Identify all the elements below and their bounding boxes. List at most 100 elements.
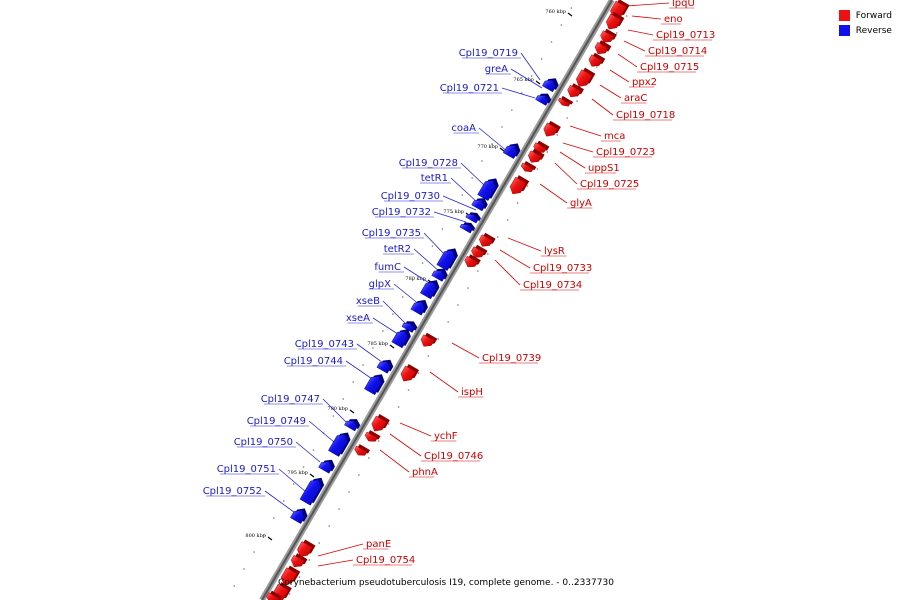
forward-gene[interactable]: [527, 150, 542, 163]
reverse-gene-label[interactable]: coaA: [451, 123, 476, 134]
forward-gene-label[interactable]: Cpl19_0754: [356, 555, 415, 566]
forward-gene[interactable]: [280, 567, 298, 585]
forward-gene-label[interactable]: Cpl19_0715: [640, 62, 699, 73]
forward-gene-label[interactable]: lpqU: [672, 0, 695, 9]
reverse-gene-label[interactable]: Cpl19_0719: [459, 48, 518, 59]
reverse-gene-label[interactable]: Cpl19_0747: [261, 394, 320, 405]
reverse-gene-label[interactable]: Cpl19_0730: [381, 191, 440, 202]
reverse-gene-label[interactable]: Cpl19_0721: [440, 83, 499, 94]
forward-gene-label[interactable]: glyA: [570, 198, 592, 209]
forward-gene[interactable]: [588, 54, 603, 67]
forward-gene-label[interactable]: panE: [366, 539, 391, 550]
reverse-gene[interactable]: [410, 301, 426, 316]
forward-gene-label[interactable]: mca: [604, 131, 625, 142]
forward-gene[interactable]: [509, 176, 527, 195]
forward-gene-label[interactable]: Cpl19_0714: [648, 46, 707, 57]
forward-gene-label[interactable]: phnA: [412, 467, 438, 478]
reverse-gene[interactable]: [391, 330, 408, 349]
forward-gene[interactable]: [290, 554, 305, 568]
reverse-gene[interactable]: [502, 145, 518, 160]
reverse-gene-label[interactable]: Cpl19_0735: [362, 228, 421, 239]
reverse-gene[interactable]: [477, 180, 496, 201]
forward-gene-label[interactable]: ppx2: [632, 77, 657, 88]
kbp-tick-label: 775 kbp: [443, 209, 464, 215]
reverse-gene-label[interactable]: fumC: [374, 262, 401, 273]
forward-gene-label[interactable]: Cpl19_0733: [533, 263, 592, 274]
reverse-gene[interactable]: [328, 434, 348, 457]
forward-gene[interactable]: [266, 592, 280, 600]
reverse-gene-label[interactable]: Cpl19_0744: [284, 356, 343, 367]
forward-gene[interactable]: [567, 84, 582, 98]
forward-gene[interactable]: [605, 13, 622, 30]
reverse-gene[interactable]: [436, 250, 456, 271]
forward-gene-label[interactable]: Cpl19_0725: [580, 179, 639, 190]
forward-gene-leader: [569, 125, 602, 137]
reverse-gene[interactable]: [401, 322, 415, 333]
reverse-gene[interactable]: [376, 361, 391, 374]
reverse-gene[interactable]: [364, 375, 382, 396]
forward-gene[interactable]: [464, 255, 478, 268]
reverse-gene-label[interactable]: Cpl19_0751: [217, 464, 276, 475]
forward-gene[interactable]: [364, 431, 378, 442]
reverse-gene-label[interactable]: xseB: [356, 296, 380, 307]
reverse-gene[interactable]: [471, 199, 485, 212]
reverse-gene[interactable]: [318, 461, 333, 474]
forward-gene-label[interactable]: araC: [624, 93, 647, 104]
reverse-gene[interactable]: [431, 270, 445, 282]
reverse-gene-label[interactable]: Cpl19_0749: [247, 416, 306, 427]
forward-gene[interactable]: [520, 162, 534, 173]
reverse-gene-label[interactable]: glpX: [369, 279, 391, 290]
forward-gene-label[interactable]: Cpl19_0713: [656, 30, 715, 41]
forward-gene[interactable]: [557, 97, 571, 107]
forward-gene-label[interactable]: Cpl19_0723: [596, 147, 655, 158]
reverse-gene[interactable]: [465, 213, 479, 224]
forward-gene[interactable]: [400, 365, 417, 382]
forward-gene[interactable]: [420, 334, 435, 347]
scale-dot: [233, 585, 235, 587]
reverse-gene-label[interactable]: Cpl19_0752: [203, 486, 262, 497]
reverse-gene-label[interactable]: Cpl19_0743: [295, 339, 354, 350]
forward-gene-label[interactable]: ychF: [434, 431, 458, 442]
forward-gene[interactable]: [471, 246, 485, 258]
forward-gene-label[interactable]: Cpl19_0739: [482, 353, 541, 364]
forward-gene[interactable]: [543, 122, 559, 137]
reverse-gene-label[interactable]: xseA: [346, 313, 370, 324]
scale-dot: [576, 100, 578, 102]
reverse-gene[interactable]: [535, 95, 549, 106]
forward-gene[interactable]: [478, 234, 493, 247]
forward-gene-label[interactable]: Cpl19_0718: [616, 110, 675, 121]
forward-gene-label[interactable]: eno: [664, 14, 683, 25]
reverse-gene-label[interactable]: Cpl19_0728: [399, 158, 458, 169]
reverse-gene-label[interactable]: Cpl19_0750: [234, 437, 293, 448]
forward-gene-leader: [429, 371, 459, 393]
forward-gene-label[interactable]: uppS1: [588, 163, 620, 174]
reverse-gene[interactable]: [459, 223, 473, 234]
forward-gene-leader: [317, 559, 354, 567]
forward-gene[interactable]: [354, 445, 368, 456]
reverse-gene[interactable]: [299, 479, 322, 506]
reverse-gene-label[interactable]: tetR2: [384, 244, 411, 255]
forward-gene-label[interactable]: Cpl19_0746: [424, 451, 483, 462]
reverse-gene[interactable]: [344, 420, 358, 432]
forward-gene-leader: [623, 40, 646, 52]
forward-gene[interactable]: [297, 541, 313, 557]
reverse-gene-label[interactable]: Cpl19_0732: [372, 207, 431, 218]
forward-gene[interactable]: [371, 415, 388, 432]
legend-forward: Forward: [838, 8, 892, 23]
reverse-gene-leader: [501, 87, 536, 99]
reverse-gene[interactable]: [290, 510, 305, 525]
scale-dot: [447, 321, 449, 323]
forward-gene-label[interactable]: ispH: [461, 387, 483, 398]
forward-gene-label[interactable]: lysR: [544, 246, 565, 257]
forward-gene[interactable]: [575, 69, 593, 87]
reverse-gene-leader: [433, 211, 467, 223]
reverse-gene-label[interactable]: tetR1: [421, 173, 448, 184]
forward-gene[interactable]: [600, 30, 615, 43]
scale-dot: [506, 219, 509, 221]
reverse-gene[interactable]: [541, 79, 556, 93]
reverse-gene-label[interactable]: greA: [485, 64, 508, 75]
reverse-gene[interactable]: [419, 281, 437, 300]
forward-gene-label[interactable]: Cpl19_0734: [523, 280, 582, 291]
forward-gene[interactable]: [594, 41, 609, 55]
